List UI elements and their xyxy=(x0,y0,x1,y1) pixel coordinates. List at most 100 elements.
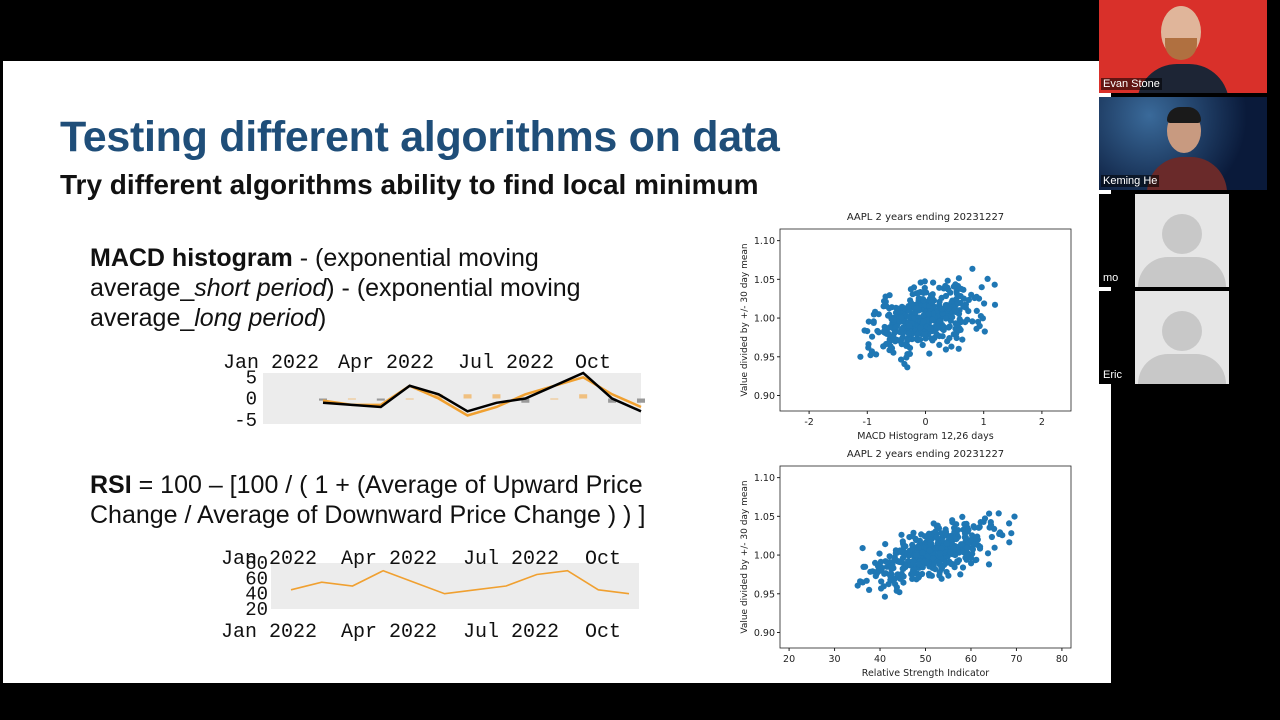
y-tick-label: 1.05 xyxy=(754,275,775,286)
scatter-point xyxy=(995,510,1002,517)
scatter-point xyxy=(981,300,988,307)
scatter-point xyxy=(900,305,907,312)
scatter-point xyxy=(920,297,927,304)
x-tick-label: Jul 2022 xyxy=(458,352,554,375)
y-tick-label: 0.95 xyxy=(754,589,775,600)
scatter-point xyxy=(920,558,927,566)
x-tick-label-bottom: Jan 2022 xyxy=(221,621,317,644)
scatter-point xyxy=(857,578,864,585)
macd-scatter-chart: AAPL 2 years ending 20231227 -2 -1 0 1 2 0.90 0… xyxy=(740,212,1072,442)
x-tick-label: -2 xyxy=(804,417,813,428)
scatter-point xyxy=(927,325,934,332)
scatter-point xyxy=(988,533,995,541)
scatter-point xyxy=(953,321,960,328)
y-tick-label: 80 xyxy=(245,553,268,575)
scatter-point xyxy=(916,561,923,568)
x-tick-label-top: Apr 2022 xyxy=(341,548,437,571)
scatter-point xyxy=(909,291,916,298)
histogram-bar xyxy=(347,398,356,400)
scatter-point xyxy=(863,577,870,584)
scatter-point xyxy=(944,277,951,284)
scatter-point xyxy=(876,568,883,575)
scatter-point xyxy=(903,354,910,361)
histogram-bar xyxy=(521,398,530,403)
scatter-point xyxy=(878,578,885,585)
scatter-point xyxy=(893,323,900,330)
scatter-point xyxy=(890,349,897,356)
scatter-point xyxy=(932,566,939,573)
histogram-bar xyxy=(608,398,617,403)
y-tick-label: 40 xyxy=(245,584,268,606)
scatter-title: AAPL 2 years ending 20231227 xyxy=(847,449,1004,460)
scatter-point xyxy=(934,323,941,330)
scatter-point xyxy=(929,337,936,344)
scatter-point xyxy=(913,551,920,559)
x-tick-label: 70 xyxy=(1010,654,1022,665)
avatar-head-icon xyxy=(1162,214,1202,254)
scatter-point xyxy=(891,557,898,564)
scatter-point xyxy=(991,301,999,308)
scatter-point xyxy=(959,513,966,520)
participant-name: Keming He xyxy=(1101,175,1160,187)
participant-tile-mo[interactable]: mo xyxy=(1099,194,1267,287)
histogram-bar xyxy=(405,398,414,400)
x-tick-label-bottom: Oct xyxy=(585,621,621,644)
scatter-point xyxy=(936,284,943,291)
macd-line xyxy=(322,371,642,413)
scatter-point xyxy=(1006,539,1013,546)
scatter-point xyxy=(958,541,965,548)
macd-formula-short-period: short period xyxy=(194,274,327,302)
scatter-point xyxy=(880,343,887,350)
scatter-point xyxy=(948,343,955,350)
scatter-point xyxy=(919,549,926,556)
scatter-point xyxy=(909,575,916,582)
y-tick-label: 1.05 xyxy=(754,512,775,523)
scatter-point xyxy=(925,310,932,317)
scatter-point xyxy=(891,329,898,336)
x-tick-label: 20 xyxy=(783,654,795,665)
scatter-point xyxy=(936,550,944,557)
macd-formula-text-3: ) - (exponential moving xyxy=(326,274,581,302)
macd-mini-chart: 50-5 Jan 2022 Apr 2022 Jul 2022 Oct xyxy=(223,352,645,432)
scatter-point xyxy=(920,289,927,296)
scatter-point xyxy=(936,569,943,576)
scatter-point xyxy=(927,571,934,579)
y-tick-label: 5 xyxy=(246,367,257,389)
presentation-slide: Testing different algorithms on data Try… xyxy=(3,61,1111,683)
scatter-point xyxy=(1011,513,1018,520)
scatter-point xyxy=(953,290,960,297)
plot-area xyxy=(271,563,639,609)
scatter-point xyxy=(912,309,919,316)
scatter-title: AAPL 2 years ending 20231227 xyxy=(847,212,1004,223)
participant-tile-keming[interactable]: Keming He xyxy=(1099,97,1267,190)
scatter-point xyxy=(886,553,893,560)
scatter-point xyxy=(942,346,949,353)
y-tick-label: 0 xyxy=(246,389,257,411)
person-beard xyxy=(1165,38,1197,60)
x-tick-label: 0 xyxy=(922,417,928,428)
scatter-point xyxy=(921,533,928,540)
participant-name: Evan Stone xyxy=(1101,78,1162,90)
scatter-point xyxy=(917,324,924,331)
scatter-point xyxy=(920,318,927,325)
scatter-point xyxy=(857,353,864,360)
scatter-point xyxy=(917,336,924,343)
scatter-point xyxy=(890,316,897,323)
scatter-point xyxy=(872,573,879,580)
scatter-point xyxy=(975,524,982,531)
scatter-point xyxy=(862,563,869,570)
scatter-point xyxy=(900,573,907,580)
scatter-point xyxy=(906,322,913,329)
x-tick-label: Apr 2022 xyxy=(338,352,434,375)
scatter-point xyxy=(915,544,922,551)
x-tick-label: 50 xyxy=(919,654,931,665)
scatter-point xyxy=(916,537,923,544)
scatter-point xyxy=(959,564,967,571)
participant-tile-eric[interactable]: Eric xyxy=(1099,291,1267,384)
scatter-point xyxy=(945,324,952,331)
participant-tile-evan[interactable]: Evan Stone xyxy=(1099,0,1267,93)
scatter-point xyxy=(867,352,874,359)
scatter-point xyxy=(930,555,937,562)
y-tick-label: 0.95 xyxy=(754,352,775,363)
scatter-point xyxy=(869,333,876,340)
